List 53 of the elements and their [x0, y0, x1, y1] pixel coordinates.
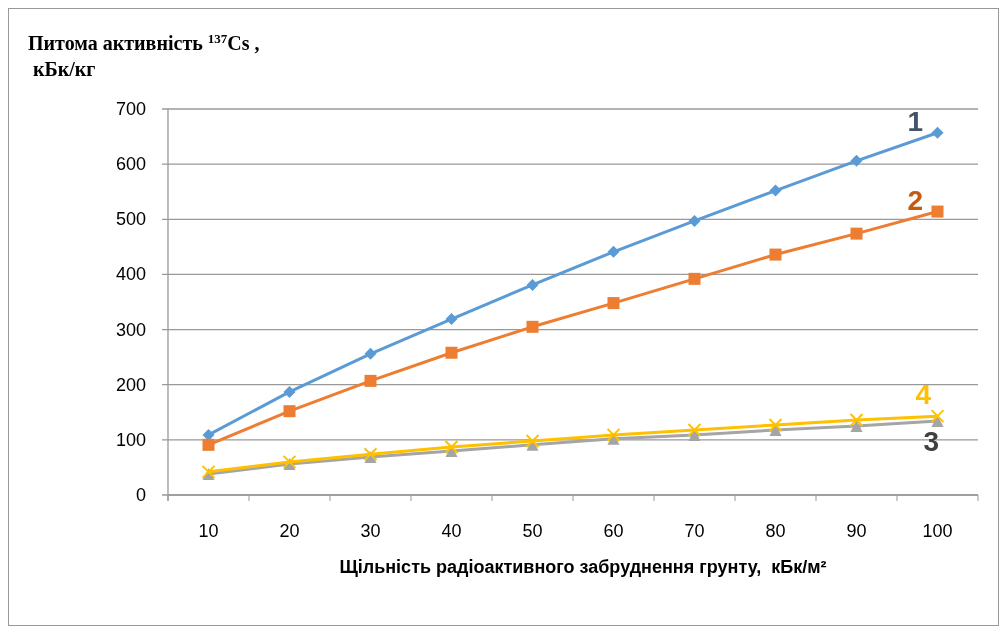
point [850, 154, 863, 167]
point [364, 374, 377, 387]
x-tick-label: 60 [603, 521, 624, 541]
series-label: 3 [923, 426, 940, 458]
y-tick-label: 200 [115, 374, 146, 395]
y-tick-label: 0 [135, 485, 146, 505]
point [526, 320, 539, 333]
point [526, 278, 539, 291]
x-tick-label: 90 [846, 521, 867, 541]
point [850, 227, 863, 240]
text: Питома активність $^{137}$Cs , кБк/кг [28, 30, 260, 80]
y-tick-label: 500 [115, 209, 146, 230]
point [283, 405, 296, 418]
point [445, 313, 458, 326]
series-label: 1 [907, 105, 924, 137]
point [201, 464, 216, 479]
point [282, 454, 297, 469]
point [687, 422, 702, 437]
point [930, 409, 945, 424]
series-label: 4 [915, 379, 932, 411]
point [769, 248, 782, 261]
point [931, 205, 944, 218]
point [850, 420, 863, 433]
point [202, 438, 215, 451]
x-tick-label: 70 [684, 521, 705, 541]
y-tick-label: 600 [115, 154, 146, 175]
point [849, 413, 864, 428]
y-tick-label: 700 [115, 99, 146, 119]
series-label: 2 [907, 184, 924, 216]
point [688, 214, 701, 227]
point [768, 417, 783, 432]
y-tick-label: 400 [115, 264, 146, 285]
x-tick-label: 20 [279, 521, 300, 541]
x-tick-label: 100 [922, 521, 953, 541]
point [444, 440, 459, 455]
point [445, 346, 458, 359]
x-tick-label: 10 [198, 521, 219, 541]
point [283, 385, 296, 398]
y-tick-label: 100 [115, 429, 146, 450]
point [607, 297, 620, 310]
y-tick-label: 300 [115, 319, 146, 340]
point [931, 126, 944, 139]
x-axis-title: Щільність радіоактивного забруднення грунту, кБк/м² [339, 557, 827, 577]
point [688, 272, 701, 285]
point [364, 347, 377, 360]
point [606, 427, 621, 442]
x-tick-label: 30 [360, 521, 381, 541]
x-tick-label: 80 [765, 521, 786, 541]
x-tick-label: 50 [522, 521, 543, 541]
x-tick-label: 40 [441, 521, 462, 541]
point [769, 184, 782, 197]
point [607, 245, 620, 258]
point [525, 433, 540, 448]
